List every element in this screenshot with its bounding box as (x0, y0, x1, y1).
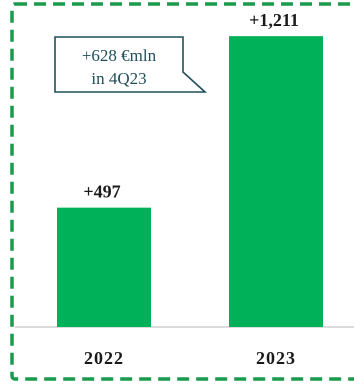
callout-box (54, 36, 208, 93)
x-tick-2022: 2022 (84, 348, 124, 368)
annotation-callout: +628 €mln in 4Q23 (54, 36, 208, 93)
callout-line-1: +628 €mln (82, 46, 157, 65)
dashed-frame (10, 2, 354, 381)
bar-2022 (57, 207, 151, 327)
value-label-2023: +1,211 (249, 10, 299, 30)
bar-2023 (229, 36, 323, 327)
bar-series: +497 2022 +1,211 2023 (57, 10, 323, 368)
value-label-2022: +497 (83, 182, 120, 202)
x-tick-2023: 2023 (256, 348, 296, 368)
callout-line-2: in 4Q23 (91, 69, 146, 88)
